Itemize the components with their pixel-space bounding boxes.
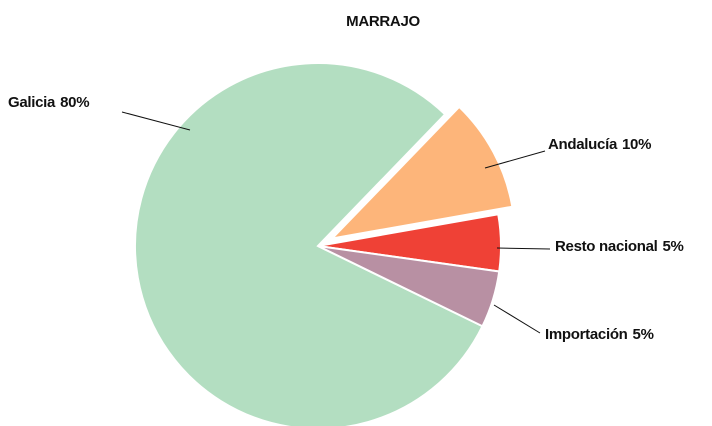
slice-category: Andalucía <box>548 136 618 153</box>
pie-slice <box>134 62 484 426</box>
slice-label: Andalucía 10% <box>548 136 651 153</box>
slice-label: Galicia 80% <box>8 94 89 111</box>
pie-slice <box>317 245 501 328</box>
pie-slice <box>329 105 514 241</box>
slice-label: Importación 5% <box>545 326 654 343</box>
leader-line <box>496 247 551 250</box>
slice-category: Galicia <box>8 94 56 111</box>
slice-category: Resto nacional <box>555 238 658 255</box>
slice-value-label: 80% <box>60 94 89 111</box>
slice-value-label: 5% <box>663 238 684 255</box>
leader-line <box>484 150 546 169</box>
slice-label: Resto nacional 5% <box>555 238 684 255</box>
slice-value-label: 10% <box>622 136 651 153</box>
leader-line <box>493 304 541 334</box>
slice-category: Importación <box>545 326 628 343</box>
chart-title: MARRAJO <box>346 13 420 30</box>
slice-value-label: 5% <box>633 326 654 343</box>
leader-line <box>121 111 191 131</box>
